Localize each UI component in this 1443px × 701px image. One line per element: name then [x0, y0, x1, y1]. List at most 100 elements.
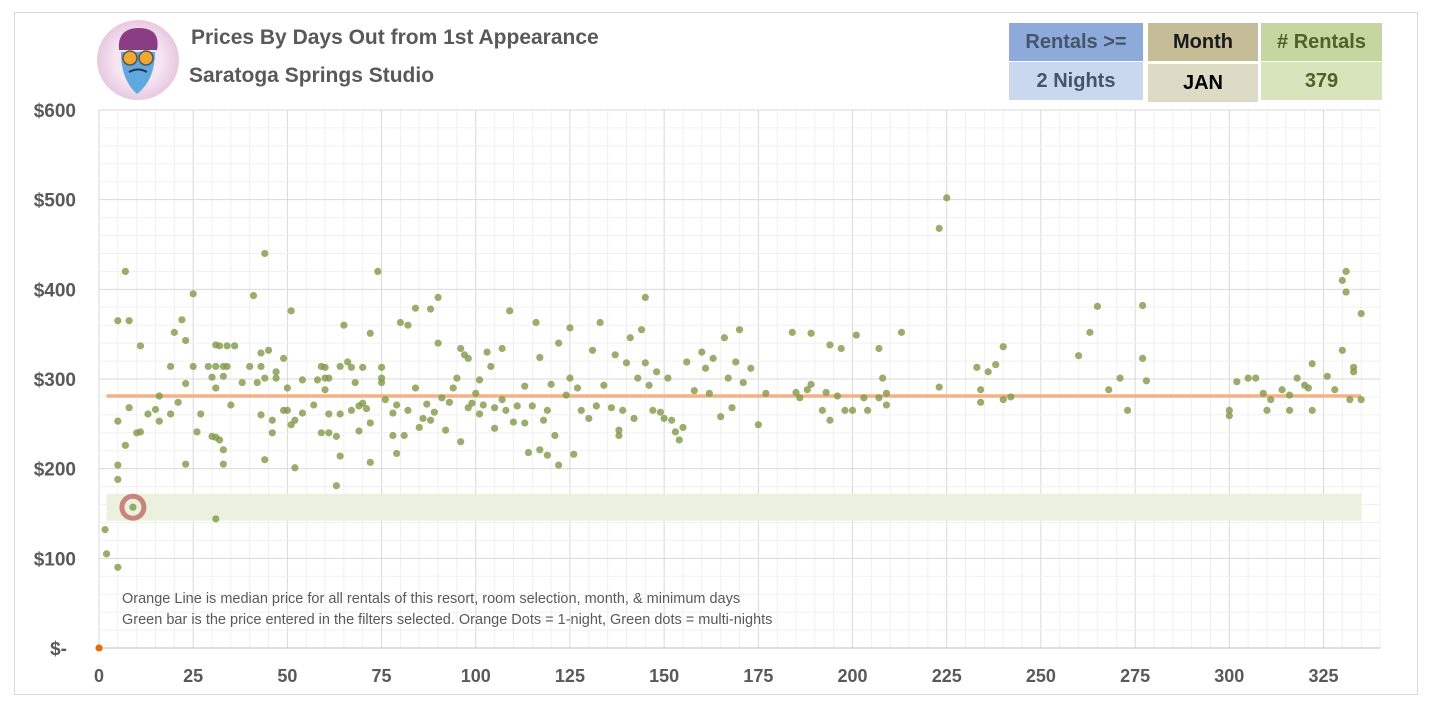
- multi-night-point: [355, 427, 363, 435]
- multi-night-point: [585, 414, 593, 423]
- multi-night-point: [136, 428, 145, 436]
- multi-night-point: [630, 414, 638, 423]
- multi-night-point: [404, 321, 412, 329]
- multi-night-point: [577, 406, 585, 414]
- multi-night-point: [724, 374, 732, 382]
- multi-night-point: [664, 374, 672, 382]
- multi-night-point: [739, 378, 747, 387]
- multi-night-point: [340, 321, 348, 329]
- multi-night-point: [875, 344, 883, 353]
- multi-night-point: [860, 394, 868, 402]
- multi-night-point: [125, 317, 133, 325]
- multi-night-point: [212, 515, 220, 523]
- multi-night-point: [668, 416, 676, 424]
- multi-night-point: [475, 376, 484, 384]
- multi-night-point: [479, 401, 487, 409]
- multi-night-point: [347, 406, 356, 414]
- multi-night-point: [487, 362, 495, 371]
- multi-night-point: [973, 363, 981, 371]
- multi-night-point: [257, 411, 265, 419]
- multi-night-point: [626, 334, 634, 342]
- multi-night-point: [999, 396, 1007, 404]
- multi-night-point: [366, 419, 374, 427]
- multi-night-point: [826, 341, 834, 349]
- multi-night-point: [359, 363, 367, 371]
- multi-night-point: [475, 410, 484, 418]
- multi-night-point: [498, 396, 506, 404]
- multi-night-point: [1285, 391, 1294, 399]
- multi-night-point: [698, 348, 706, 356]
- multi-night-point: [430, 408, 438, 416]
- multi-night-point: [325, 429, 333, 437]
- multi-night-point: [683, 358, 691, 366]
- multi-night-point: [261, 249, 269, 258]
- multi-night-point: [513, 402, 521, 410]
- multi-night-point: [532, 318, 540, 327]
- multi-night-point: [468, 399, 476, 407]
- multi-night-point: [227, 401, 235, 409]
- multi-night-point: [377, 363, 386, 371]
- multi-night-point: [215, 342, 224, 350]
- multi-night-point: [754, 421, 762, 429]
- multi-night-point: [377, 374, 386, 382]
- multi-night-point: [464, 354, 472, 362]
- genie-logo: [97, 20, 179, 100]
- one-night-point: [95, 644, 103, 652]
- multi-night-point: [637, 326, 646, 334]
- x-tick-label: 225: [932, 666, 962, 686]
- x-tick-label: 200: [838, 666, 868, 686]
- multi-night-point: [155, 392, 163, 400]
- multi-night-point: [935, 383, 943, 391]
- multi-night-point: [498, 344, 506, 353]
- multi-night-point: [317, 429, 325, 437]
- multi-night-point: [438, 394, 446, 402]
- multi-night-point: [1293, 374, 1301, 382]
- multi-night-point: [984, 368, 992, 376]
- multi-night-point: [291, 464, 299, 472]
- multi-night-point: [551, 431, 559, 440]
- multi-night-point: [573, 384, 582, 392]
- multi-night-point: [1342, 267, 1350, 275]
- multi-night-point: [219, 372, 227, 380]
- multi-night-point: [291, 416, 299, 424]
- multi-night-point: [272, 374, 280, 382]
- y-tick-label: $-: [50, 639, 67, 660]
- multi-night-point: [332, 482, 340, 490]
- multi-night-point: [453, 374, 461, 382]
- multi-night-point: [359, 399, 367, 407]
- multi-night-point: [1225, 406, 1233, 414]
- multi-night-point: [491, 424, 499, 432]
- annotation-band: Green bar is the price entered in the fi…: [122, 612, 773, 628]
- multi-night-point: [747, 364, 755, 372]
- multi-night-point: [253, 378, 261, 387]
- multi-night-point: [717, 413, 725, 421]
- multi-night-point: [121, 267, 129, 275]
- multi-night-point: [607, 404, 616, 412]
- multi-night-point: [1139, 354, 1147, 362]
- multi-night-point: [641, 359, 649, 367]
- multi-night-point: [426, 305, 435, 313]
- multi-night-point: [166, 410, 175, 418]
- multi-night-point: [1304, 384, 1313, 392]
- multi-night-point: [675, 436, 683, 444]
- rentals-filter-value[interactable]: 2 Nights: [1009, 62, 1143, 100]
- multi-night-point: [212, 362, 220, 371]
- multi-night-point: [1285, 406, 1294, 414]
- multi-night-point: [415, 423, 423, 432]
- x-tick-label: 275: [1120, 666, 1150, 686]
- month-filter-value[interactable]: JAN: [1148, 64, 1258, 102]
- multi-night-point: [336, 452, 344, 460]
- multi-night-point: [701, 364, 710, 372]
- multi-night-point: [1074, 352, 1083, 360]
- multi-night-point: [393, 449, 401, 458]
- multi-night-point: [822, 388, 830, 397]
- x-tick-label: 250: [1026, 666, 1056, 686]
- multi-night-point: [261, 456, 269, 464]
- multi-night-point: [1350, 368, 1358, 376]
- multi-night-point: [720, 334, 729, 342]
- multi-night-point: [445, 398, 453, 406]
- multi-night-point: [393, 401, 401, 409]
- multi-night-point: [539, 416, 548, 424]
- month-filter-label: Month: [1148, 23, 1258, 61]
- multi-night-point: [649, 406, 657, 414]
